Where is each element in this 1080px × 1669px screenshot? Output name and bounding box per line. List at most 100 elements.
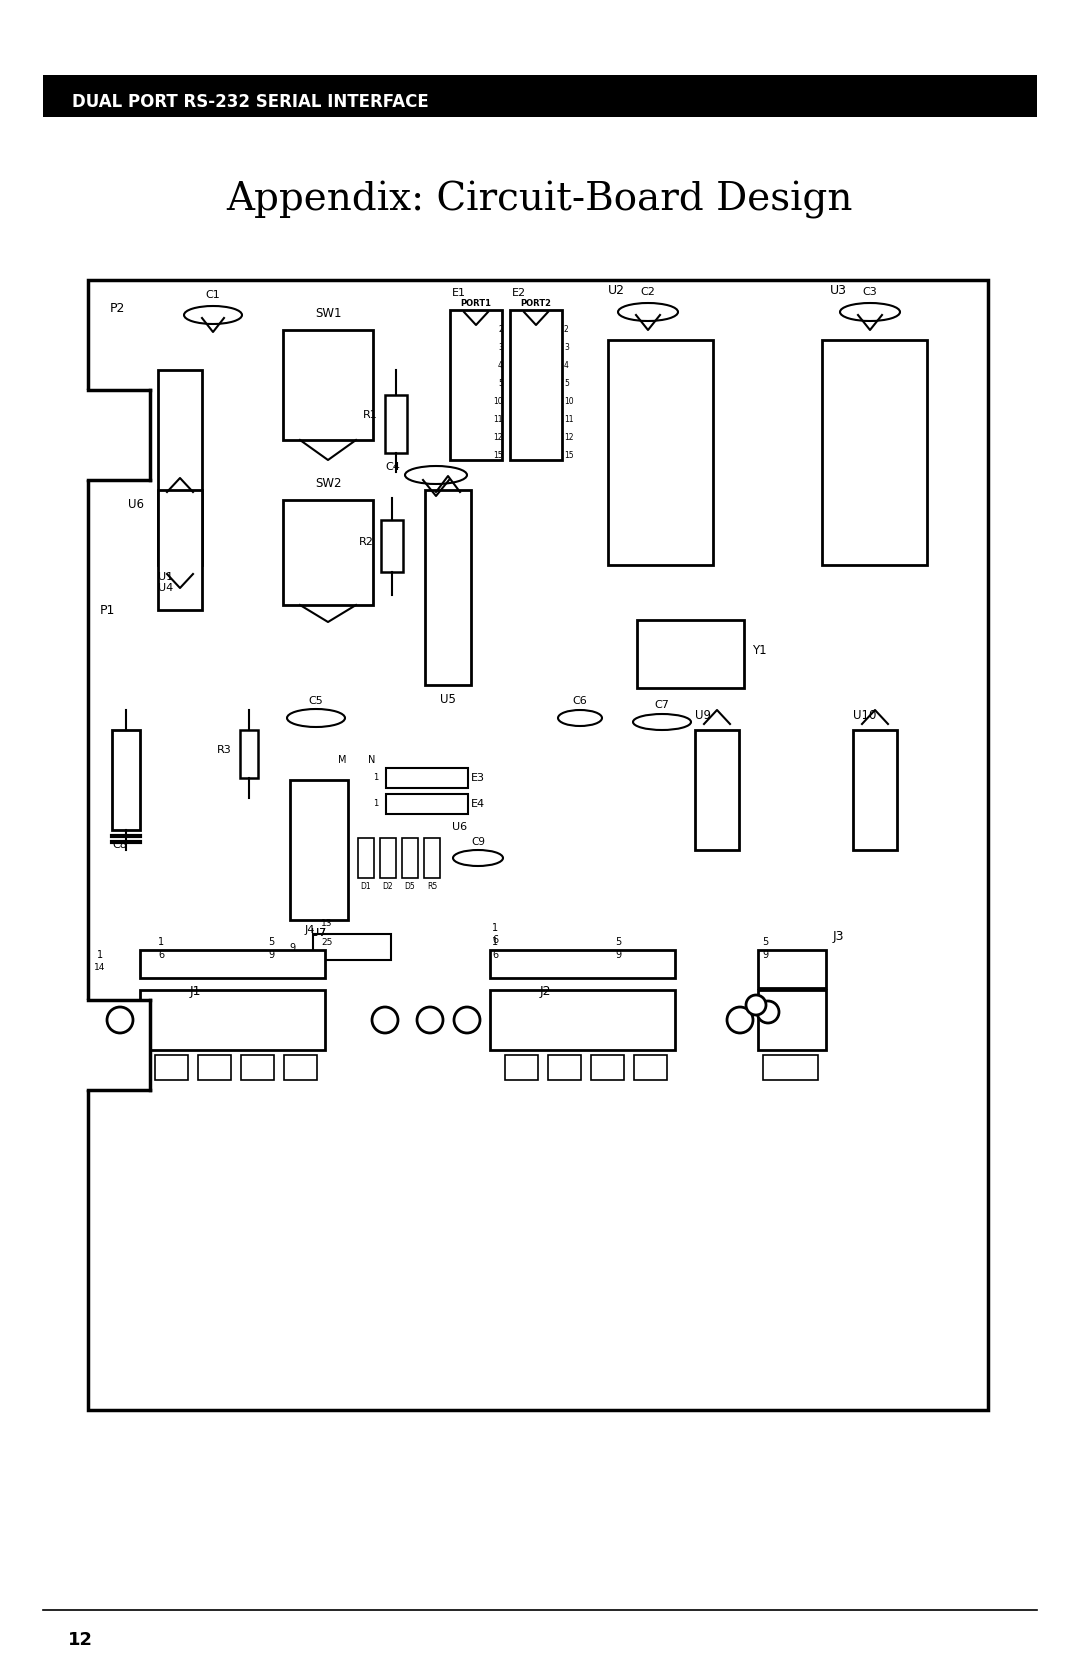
Bar [696, 729, 739, 850]
Text: U9: U9 [696, 709, 711, 723]
Ellipse shape [757, 1001, 779, 1023]
Text: 1: 1 [373, 799, 378, 808]
Text: 3: 3 [564, 344, 569, 352]
Text: SW2: SW2 [314, 477, 341, 491]
Text: U7: U7 [311, 928, 326, 938]
Text: P1: P1 [100, 604, 116, 616]
Text: U6: U6 [129, 497, 144, 511]
Text: 3: 3 [498, 344, 503, 352]
Ellipse shape [417, 1006, 443, 1033]
Text: E2: E2 [512, 289, 526, 299]
Text: R1: R1 [363, 411, 378, 421]
Bar [158, 371, 202, 566]
Text: E1: E1 [453, 289, 465, 299]
Text: 12: 12 [494, 432, 503, 442]
Bar [822, 340, 927, 566]
Text: 5: 5 [268, 936, 274, 946]
Bar [87, 280, 988, 1410]
Bar [758, 950, 826, 988]
Text: 5: 5 [498, 379, 503, 387]
Text: U5: U5 [440, 693, 456, 706]
Ellipse shape [633, 714, 691, 729]
Text: D2: D2 [382, 881, 393, 891]
Text: 13: 13 [321, 920, 333, 928]
Text: R2: R2 [360, 537, 374, 547]
Text: 1: 1 [492, 923, 498, 933]
Text: U6: U6 [453, 823, 468, 833]
Bar [291, 779, 348, 920]
Bar [426, 491, 471, 684]
Ellipse shape [727, 1006, 753, 1033]
Text: PORT2: PORT2 [521, 299, 552, 309]
Text: U2: U2 [608, 284, 625, 297]
Text: 6: 6 [492, 935, 498, 945]
Text: N: N [368, 754, 376, 764]
Ellipse shape [454, 1006, 480, 1033]
Bar [240, 729, 258, 778]
Text: 10: 10 [494, 397, 503, 406]
Text: P2: P2 [110, 302, 125, 314]
Bar [198, 1055, 231, 1080]
Text: 9: 9 [615, 950, 621, 960]
Text: 9: 9 [288, 943, 295, 953]
Text: 9: 9 [762, 950, 768, 960]
Bar [158, 491, 202, 609]
Text: 6: 6 [158, 950, 164, 960]
Text: C2: C2 [640, 287, 656, 297]
Text: 15: 15 [494, 451, 503, 461]
Bar [156, 1055, 188, 1080]
Bar [450, 310, 502, 461]
Bar [241, 1055, 274, 1080]
Bar [758, 990, 826, 1050]
Ellipse shape [405, 466, 467, 484]
Text: M: M [338, 754, 347, 764]
Bar [490, 990, 675, 1050]
Text: R3: R3 [217, 744, 232, 754]
Text: U7: U7 [311, 928, 326, 938]
Bar [505, 1055, 538, 1080]
Text: SW1: SW1 [314, 307, 341, 320]
Bar [380, 838, 396, 878]
Bar [283, 501, 373, 604]
Bar [313, 935, 391, 960]
Text: 2: 2 [564, 325, 569, 334]
Ellipse shape [746, 995, 766, 1015]
Ellipse shape [840, 304, 900, 320]
Text: E3: E3 [471, 773, 485, 783]
Bar [386, 768, 468, 788]
Text: C3: C3 [863, 287, 877, 297]
Text: 10: 10 [564, 397, 573, 406]
Bar [283, 330, 373, 441]
Text: 1: 1 [97, 950, 103, 960]
Text: U1: U1 [158, 572, 173, 582]
Text: 4: 4 [498, 361, 503, 371]
Text: 6: 6 [492, 950, 498, 960]
Ellipse shape [558, 709, 602, 726]
Text: C7: C7 [654, 699, 670, 709]
Text: J3: J3 [833, 930, 845, 943]
Ellipse shape [372, 1006, 399, 1033]
Bar [140, 950, 325, 978]
Text: 11: 11 [564, 416, 573, 424]
Bar [591, 1055, 624, 1080]
Text: 12: 12 [68, 1631, 93, 1649]
Text: 12: 12 [564, 432, 573, 442]
Bar [637, 619, 744, 688]
Text: PORT1: PORT1 [460, 299, 491, 309]
Text: 5: 5 [762, 936, 768, 946]
Text: U10: U10 [853, 709, 876, 723]
Text: 1: 1 [373, 773, 378, 783]
Bar [853, 729, 897, 850]
Text: Appendix: Circuit-Board Design: Appendix: Circuit-Board Design [227, 180, 853, 219]
Text: 2: 2 [498, 325, 503, 334]
Text: J1: J1 [189, 985, 201, 998]
Text: 1: 1 [158, 936, 164, 946]
Ellipse shape [618, 304, 678, 320]
Bar [43, 75, 1037, 117]
Bar [384, 396, 407, 452]
Text: C5: C5 [309, 696, 323, 706]
Text: U4: U4 [158, 582, 173, 592]
Bar [762, 1055, 818, 1080]
Text: J4: J4 [305, 925, 315, 935]
Bar [86, 1000, 149, 1090]
